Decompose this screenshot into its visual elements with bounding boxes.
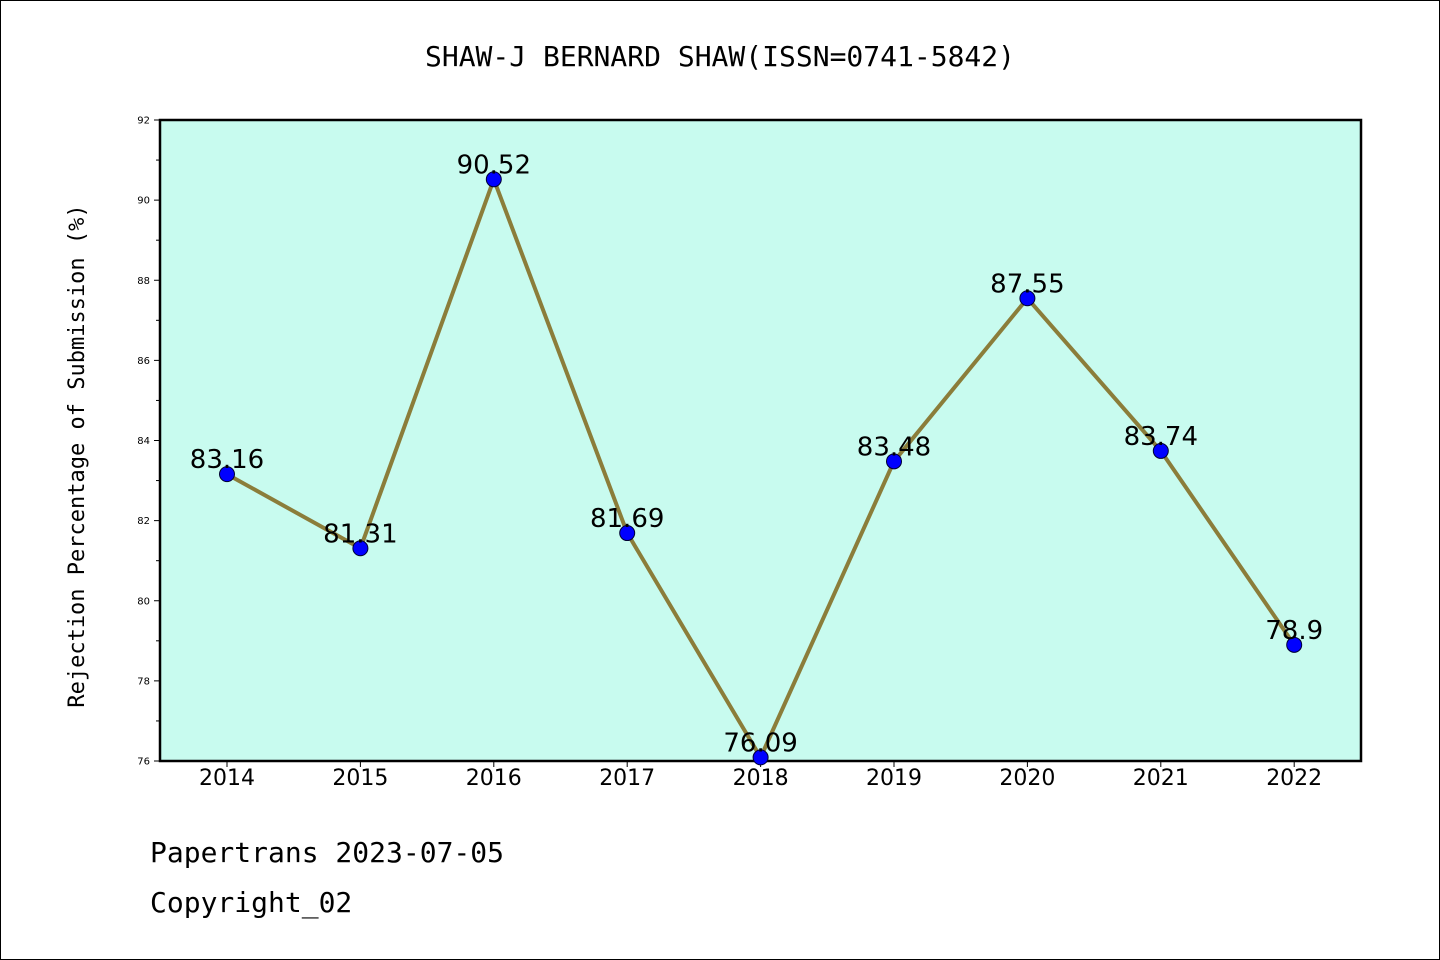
data-label: 83.48 [857, 432, 931, 462]
y-tick-label: 86 [137, 356, 150, 367]
x-tick-label: 2014 [199, 766, 255, 791]
data-point [752, 749, 769, 766]
plot-area [158, 118, 1363, 763]
data-label: 90.52 [457, 150, 531, 180]
data-label: 81.31 [323, 519, 397, 549]
data-label: 83.74 [1124, 422, 1198, 452]
chart-title: SHAW-J BERNARD SHAW(ISSN=0741-5842) [425, 40, 1015, 73]
x-tick-label: 2016 [466, 766, 522, 791]
data-point [352, 540, 369, 557]
x-tick-label: 2017 [599, 766, 655, 791]
series-markers [219, 171, 1303, 766]
x-tick-label: 2015 [332, 766, 388, 791]
y-tick-label: 80 [137, 596, 150, 607]
data-label: 78.9 [1265, 616, 1323, 646]
x-tick-label: 2019 [866, 766, 922, 791]
data-labels: 83.16 81.31 90.52 81.69 76.09 83.48 87.55 83.74… [190, 150, 1323, 758]
y-tick-label: 82 [137, 516, 150, 527]
data-point [219, 466, 235, 483]
y-tick-label: 90 [137, 196, 150, 207]
data-point [886, 453, 902, 470]
x-tick-label: 2021 [1133, 766, 1189, 791]
y-axis-label: Rejection Percentage of Submission (%) [65, 204, 90, 707]
data-point [1152, 442, 1169, 459]
x-axis: 2014 2015 2016 2017 2018 2019 2020 2021 2022 [199, 761, 1322, 791]
data-point [619, 525, 636, 542]
y-tick-label: 78 [137, 676, 150, 687]
x-tick-label: 2022 [1266, 766, 1322, 791]
y-axis: 76 78 80 82 84 86 88 90 92 [137, 116, 160, 768]
y-tick-label: 84 [137, 436, 150, 447]
data-label: 81.69 [590, 504, 664, 534]
x-tick-label: 2020 [999, 766, 1055, 791]
x-tick-label: 2018 [733, 766, 789, 791]
data-label: 87.55 [990, 269, 1064, 299]
y-tick-label: 92 [137, 116, 150, 127]
data-label: 83.16 [190, 445, 264, 475]
data-label: 76.09 [723, 728, 797, 758]
y-tick-label: 76 [137, 757, 150, 768]
data-point [485, 171, 502, 188]
data-point [1019, 290, 1036, 307]
footer-date: Papertrans 2023-07-05 [150, 836, 505, 869]
y-tick-label: 88 [137, 276, 150, 287]
data-point [1286, 636, 1303, 653]
footer-copyright: Copyright_02 [150, 886, 353, 919]
